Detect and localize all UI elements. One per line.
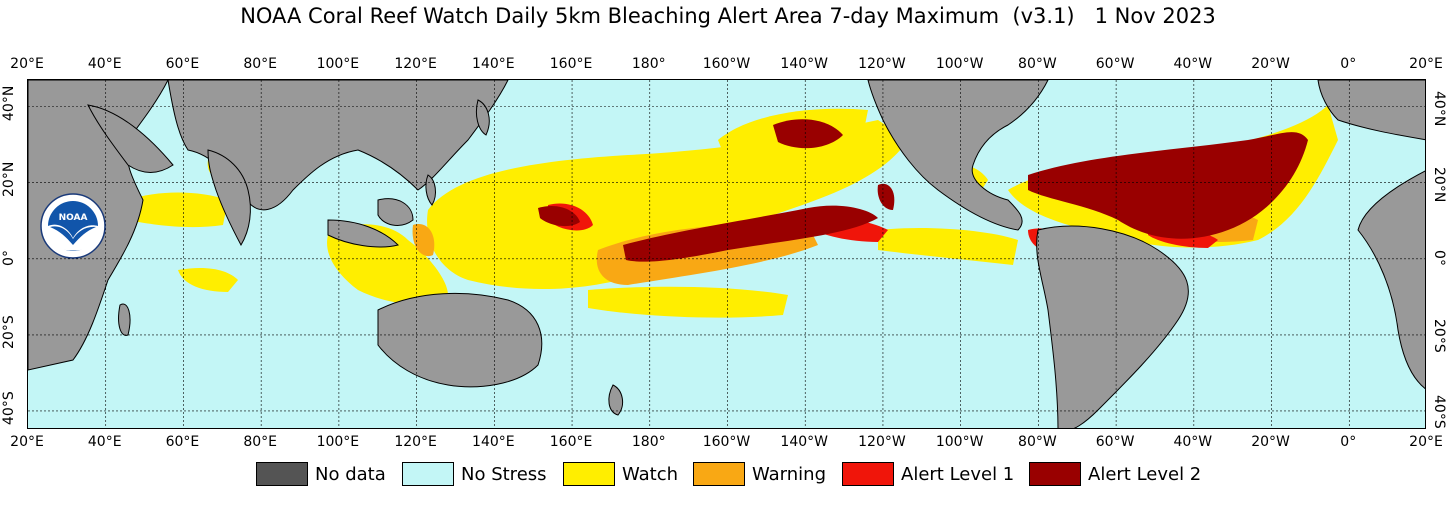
top-lon-label: 140°E bbox=[472, 56, 515, 72]
bottom-lon-label: 80°E bbox=[243, 434, 277, 450]
top-lon-label: 160°W bbox=[702, 56, 751, 72]
bottom-lon-label: 100°W bbox=[935, 434, 984, 450]
south-america-landmass bbox=[1036, 225, 1189, 428]
top-lon-label: 140°W bbox=[780, 56, 829, 72]
map-title: NOAA Coral Reef Watch Daily 5km Bleachin… bbox=[240, 4, 1216, 28]
bottom-lon-label: 60°W bbox=[1095, 434, 1135, 450]
legend-label: Watch bbox=[622, 463, 679, 485]
top-lon-label: 180° bbox=[631, 56, 666, 72]
north-america-landmass bbox=[867, 80, 1049, 231]
bottom-lon-label: 120°W bbox=[858, 434, 906, 450]
top-lon-label: 20°E bbox=[1409, 56, 1443, 72]
legend-label: Alert Level 2 bbox=[1088, 463, 1202, 485]
right-lat-label: 0° bbox=[1431, 249, 1447, 266]
left-lat-label: 20°N bbox=[1, 161, 17, 197]
europe-landmass bbox=[1317, 80, 1425, 141]
top-lon-label: 20°W bbox=[1251, 56, 1290, 72]
eurasia-landmass bbox=[167, 80, 509, 211]
top-lon-label: 0° bbox=[1340, 56, 1357, 72]
top-lon-label: 80°W bbox=[1018, 56, 1057, 72]
left-lat-label: 40°S bbox=[1, 391, 17, 425]
legend-item-alert-level-1: Alert Level 1 bbox=[842, 461, 1014, 487]
top-lon-label: 60°E bbox=[165, 56, 200, 72]
bottom-lon-label: 180° bbox=[631, 434, 666, 450]
legend-label: Warning bbox=[752, 463, 827, 485]
left-lat-label: 40°N bbox=[1, 85, 17, 121]
right-lat-label: 40°N bbox=[1431, 90, 1447, 126]
legend-swatch bbox=[1029, 462, 1081, 486]
indonesia-islands bbox=[327, 219, 399, 248]
legend-item-no-data: No data bbox=[256, 461, 386, 487]
top-lon-label: 100°E bbox=[316, 56, 360, 72]
arabia-landmass bbox=[87, 104, 174, 173]
bottom-lon-label: 160°E bbox=[549, 434, 593, 450]
bottom-lon-label: 160°W bbox=[702, 434, 751, 450]
bottom-lon-label: 20°E bbox=[1409, 434, 1443, 450]
legend-swatch bbox=[842, 462, 894, 486]
top-lon-label: 120°E bbox=[394, 56, 437, 72]
top-lon-label: 100°W bbox=[935, 56, 984, 72]
australia-landmass bbox=[377, 292, 543, 388]
new-zealand-islands bbox=[608, 384, 624, 416]
noaa-logo-text: NOAA bbox=[59, 213, 88, 223]
legend-label: No Stress bbox=[461, 463, 547, 485]
legend-item-warning: Warning bbox=[693, 461, 826, 487]
legend-swatch bbox=[402, 462, 454, 486]
bottom-lon-label: 120°E bbox=[394, 434, 437, 450]
right-lat-label: 20°S bbox=[1431, 318, 1447, 353]
top-lon-label: 40°E bbox=[87, 56, 122, 72]
bleaching-alert-map bbox=[27, 79, 1426, 429]
top-lon-label: 80°E bbox=[243, 56, 277, 72]
bottom-lon-label: 40°E bbox=[87, 434, 122, 450]
borneo-island bbox=[377, 198, 414, 226]
left-lat-label: 0° bbox=[1, 249, 17, 266]
legend-label: Alert Level 1 bbox=[901, 463, 1015, 485]
top-lon-label: 120°W bbox=[858, 56, 906, 72]
west-africa-landmass bbox=[1357, 170, 1425, 390]
bottom-lon-label: 40°W bbox=[1173, 434, 1213, 450]
bottom-lon-label: 20°W bbox=[1251, 434, 1290, 450]
bottom-lon-label: 0° bbox=[1340, 434, 1357, 450]
land-areas bbox=[28, 80, 1425, 428]
map-canvas bbox=[28, 80, 1425, 428]
bottom-lon-label: 20°E bbox=[10, 434, 44, 450]
legend-item-watch: Watch bbox=[563, 461, 678, 487]
top-lon-label: 60°W bbox=[1095, 56, 1135, 72]
legend-label: No data bbox=[315, 463, 386, 485]
legend-swatch bbox=[563, 462, 615, 486]
legend-item-no-stress: No Stress bbox=[402, 461, 547, 487]
bottom-lon-label: 80°W bbox=[1018, 434, 1057, 450]
left-lat-label: 20°S bbox=[1, 315, 17, 349]
right-lat-label: 20°N bbox=[1431, 166, 1447, 202]
madagascar-island bbox=[118, 303, 131, 336]
legend-item-alert-level-2: Alert Level 2 bbox=[1029, 461, 1201, 487]
top-lon-label: 160°E bbox=[549, 56, 593, 72]
bottom-lon-label: 140°W bbox=[780, 434, 829, 450]
gridlines bbox=[28, 80, 1425, 428]
bottom-lon-label: 100°E bbox=[316, 434, 360, 450]
alert-level-2-areas bbox=[538, 119, 1308, 262]
legend-swatch bbox=[693, 462, 745, 486]
right-lat-label: 40°S bbox=[1431, 394, 1447, 429]
bottom-lon-label: 140°E bbox=[472, 434, 515, 450]
legend: No data No Stress Watch Warning Alert Le… bbox=[0, 461, 1456, 491]
india-landmass bbox=[207, 149, 251, 247]
bottom-lon-label: 60°E bbox=[165, 434, 200, 450]
noaa-logo: NOAA bbox=[40, 193, 106, 259]
top-lon-label: 20°E bbox=[10, 56, 44, 72]
top-lon-label: 40°W bbox=[1173, 56, 1213, 72]
legend-swatch bbox=[256, 462, 308, 486]
